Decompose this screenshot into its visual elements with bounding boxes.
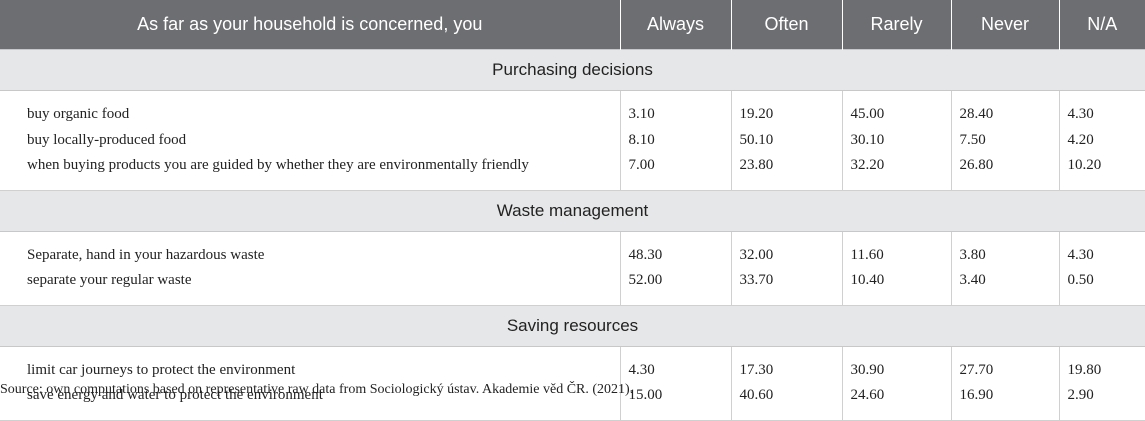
value-cell: 0.50 [1060, 268, 1145, 294]
value-cell: 3.10 [621, 102, 731, 128]
section-title: Waste management [0, 190, 1145, 231]
section-header-saving: Saving resources [0, 305, 1145, 346]
section-title: Purchasing decisions [0, 50, 1145, 91]
value-cell: 2.90 [1060, 383, 1145, 409]
row-label: buy organic food [0, 102, 620, 128]
value-cell: 19.20 [732, 102, 842, 128]
often-column: 17.30 40.60 [731, 346, 842, 420]
never-column: 27.70 16.90 [951, 346, 1059, 420]
always-column: 3.10 8.10 7.00 [620, 91, 731, 191]
value-cell: 4.20 [1060, 128, 1145, 154]
value-cell: 3.80 [952, 243, 1059, 269]
na-column: 4.30 4.20 10.20 [1059, 91, 1145, 191]
header-often: Often [731, 0, 842, 50]
row-label: when buying products you are guided by w… [0, 153, 620, 179]
section-title: Saving resources [0, 305, 1145, 346]
value-cell: 32.00 [732, 243, 842, 269]
header-rarely: Rarely [842, 0, 951, 50]
value-cell: 32.20 [843, 153, 951, 179]
header-row: As far as your household is concerned, y… [0, 0, 1145, 50]
value-cell: 7.50 [952, 128, 1059, 154]
header-na: N/A [1059, 0, 1145, 50]
value-cell: 30.10 [843, 128, 951, 154]
section-header-waste: Waste management [0, 190, 1145, 231]
often-column: 19.20 50.10 23.80 [731, 91, 842, 191]
value-cell: 16.90 [952, 383, 1059, 409]
value-cell: 17.30 [732, 358, 842, 384]
section-block-purchasing: buy organic food buy locally-produced fo… [0, 91, 1145, 191]
row-labels: Separate, hand in your hazardous waste s… [0, 231, 620, 305]
value-cell: 52.00 [621, 268, 731, 294]
value-cell: 50.10 [732, 128, 842, 154]
source-note: Source: own computations based on repres… [0, 382, 633, 398]
value-cell: 8.10 [621, 128, 731, 154]
row-label: buy locally-produced food [0, 128, 620, 154]
header-question: As far as your household is concerned, y… [0, 0, 620, 50]
value-cell: 27.70 [952, 358, 1059, 384]
value-cell: 10.20 [1060, 153, 1145, 179]
value-cell: 4.30 [621, 358, 731, 384]
row-label: Separate, hand in your hazardous waste [0, 243, 620, 269]
value-cell: 24.60 [843, 383, 951, 409]
value-cell: 26.80 [952, 153, 1059, 179]
value-cell: 3.40 [952, 268, 1059, 294]
rarely-column: 30.90 24.60 [842, 346, 951, 420]
value-cell: 23.80 [732, 153, 842, 179]
never-column: 3.80 3.40 [951, 231, 1059, 305]
na-column: 4.30 0.50 [1059, 231, 1145, 305]
value-cell: 4.30 [1060, 243, 1145, 269]
header-always: Always [620, 0, 731, 50]
rarely-column: 45.00 30.10 32.20 [842, 91, 951, 191]
rarely-column: 11.60 10.40 [842, 231, 951, 305]
often-column: 32.00 33.70 [731, 231, 842, 305]
value-cell: 45.00 [843, 102, 951, 128]
never-column: 28.40 7.50 26.80 [951, 91, 1059, 191]
value-cell: 10.40 [843, 268, 951, 294]
value-cell: 33.70 [732, 268, 842, 294]
row-label: separate your regular waste [0, 268, 620, 294]
value-cell: 28.40 [952, 102, 1059, 128]
row-label: limit car journeys to protect the enviro… [0, 358, 620, 384]
value-cell: 19.80 [1060, 358, 1145, 384]
section-block-waste: Separate, hand in your hazardous waste s… [0, 231, 1145, 305]
value-cell: 48.30 [621, 243, 731, 269]
value-cell: 7.00 [621, 153, 731, 179]
header-never: Never [951, 0, 1059, 50]
value-cell: 30.90 [843, 358, 951, 384]
value-cell: 4.30 [1060, 102, 1145, 128]
always-column: 48.30 52.00 [620, 231, 731, 305]
value-cell: 15.00 [621, 383, 731, 409]
value-cell: 11.60 [843, 243, 951, 269]
na-column: 19.80 2.90 [1059, 346, 1145, 420]
always-column: 4.30 15.00 [620, 346, 731, 420]
value-cell: 40.60 [732, 383, 842, 409]
row-labels: buy organic food buy locally-produced fo… [0, 91, 620, 191]
section-header-purchasing: Purchasing decisions [0, 50, 1145, 91]
